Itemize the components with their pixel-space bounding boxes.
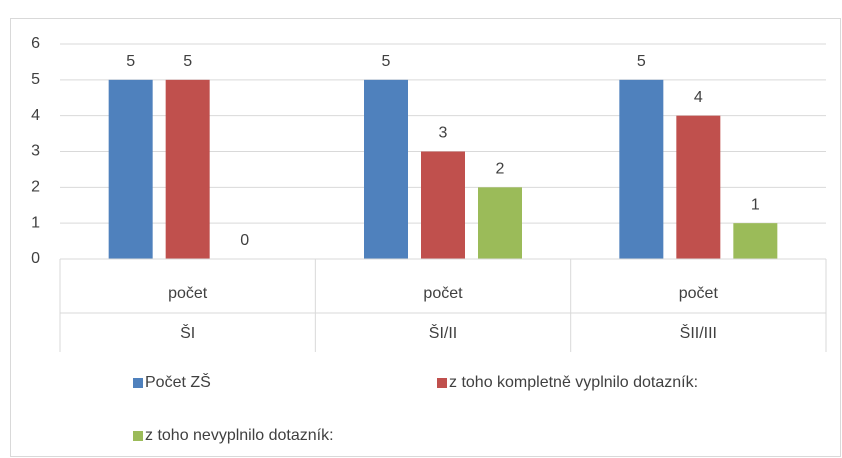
bar xyxy=(676,115,721,260)
data-label: 3 xyxy=(439,125,448,142)
x-category-label: ŠI xyxy=(180,323,195,342)
y-tick-label: 3 xyxy=(31,143,40,160)
data-label: 0 xyxy=(240,232,249,249)
data-label: 5 xyxy=(382,53,391,70)
legend-label: Počet ZŠ xyxy=(145,372,211,391)
data-label: 4 xyxy=(694,89,703,106)
x-subcategory-label: počet xyxy=(168,285,208,302)
data-label: 2 xyxy=(496,161,505,178)
bar xyxy=(478,187,522,259)
data-label: 5 xyxy=(637,53,646,70)
legend-label: z toho kompletně vyplnilo dotazník: xyxy=(449,374,698,391)
legend-swatch xyxy=(133,431,143,441)
x-category-label: ŠII/III xyxy=(680,323,717,342)
bar xyxy=(733,223,778,259)
x-subcategory-label: počet xyxy=(423,285,463,302)
data-label: 5 xyxy=(126,53,135,70)
x-category-label: ŠI/II xyxy=(429,323,457,342)
bar xyxy=(165,79,210,259)
data-label: 5 xyxy=(183,53,192,70)
legend-swatch xyxy=(133,378,143,388)
y-tick-label: 5 xyxy=(31,71,40,88)
y-tick-label: 2 xyxy=(31,179,40,196)
data-label: 1 xyxy=(751,196,760,213)
bar xyxy=(364,79,408,259)
y-tick-label: 4 xyxy=(31,107,40,124)
bar xyxy=(421,151,465,259)
y-tick-label: 1 xyxy=(31,214,40,231)
y-tick-label: 6 xyxy=(31,35,40,52)
legend-swatch xyxy=(437,378,447,388)
legend-label: z toho nevyplnilo dotazník: xyxy=(145,427,334,444)
bar xyxy=(619,79,664,259)
bar xyxy=(108,79,153,259)
y-tick-label: 0 xyxy=(31,250,40,267)
x-subcategory-label: počet xyxy=(679,285,719,302)
